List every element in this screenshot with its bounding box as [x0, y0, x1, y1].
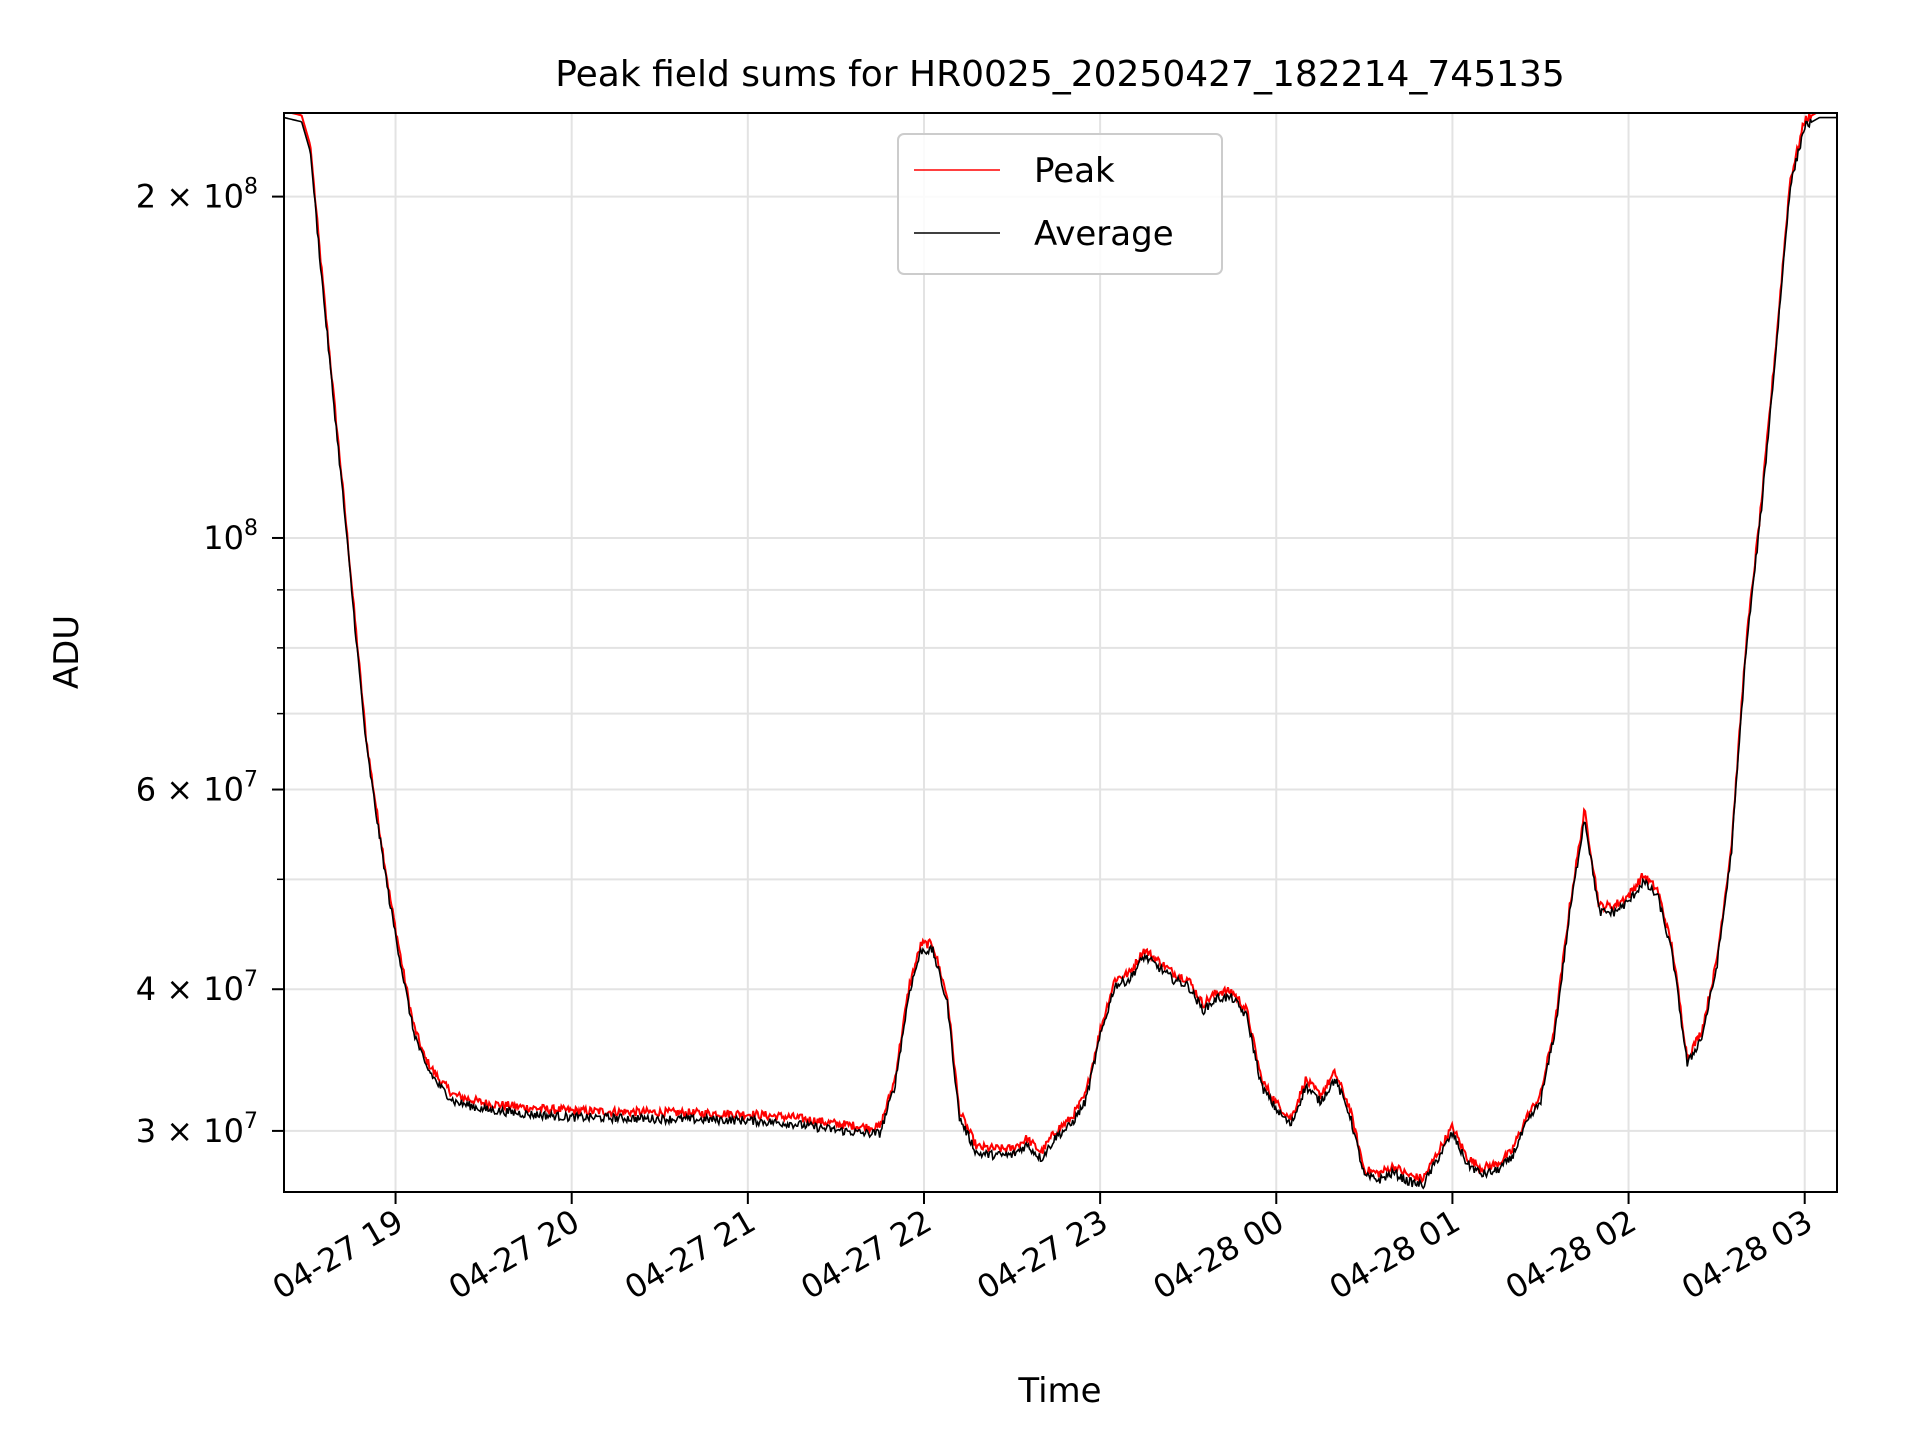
legend-label-peak: Peak: [1034, 151, 1115, 191]
chart-title: Peak field sums for HR0025_20250427_1822…: [555, 54, 1565, 95]
y-tick-label: 6 × 107: [136, 768, 258, 809]
legend: Peak Average: [897, 133, 1223, 275]
legend-box: [897, 133, 1223, 275]
y-axis-ticks: 3 × 107 4 × 107 6 × 107 108 2 × 108: [136, 175, 284, 1150]
legend-label-average: Average: [1034, 214, 1174, 254]
series-line-peak: [287, 113, 1819, 1184]
plot-frame: [283, 112, 1838, 1193]
x-axis-label: Time: [1017, 1371, 1101, 1411]
series-line-average: [284, 116, 1837, 1190]
y-axis-label: ADU: [47, 615, 87, 689]
y-tick-label: 4 × 107: [136, 967, 258, 1008]
y-tick-label: 108: [203, 516, 258, 557]
y-tick-label: 2 × 108: [136, 175, 258, 216]
y-tick-label: 3 × 107: [136, 1109, 258, 1150]
plot-area: [284, 113, 1837, 1190]
